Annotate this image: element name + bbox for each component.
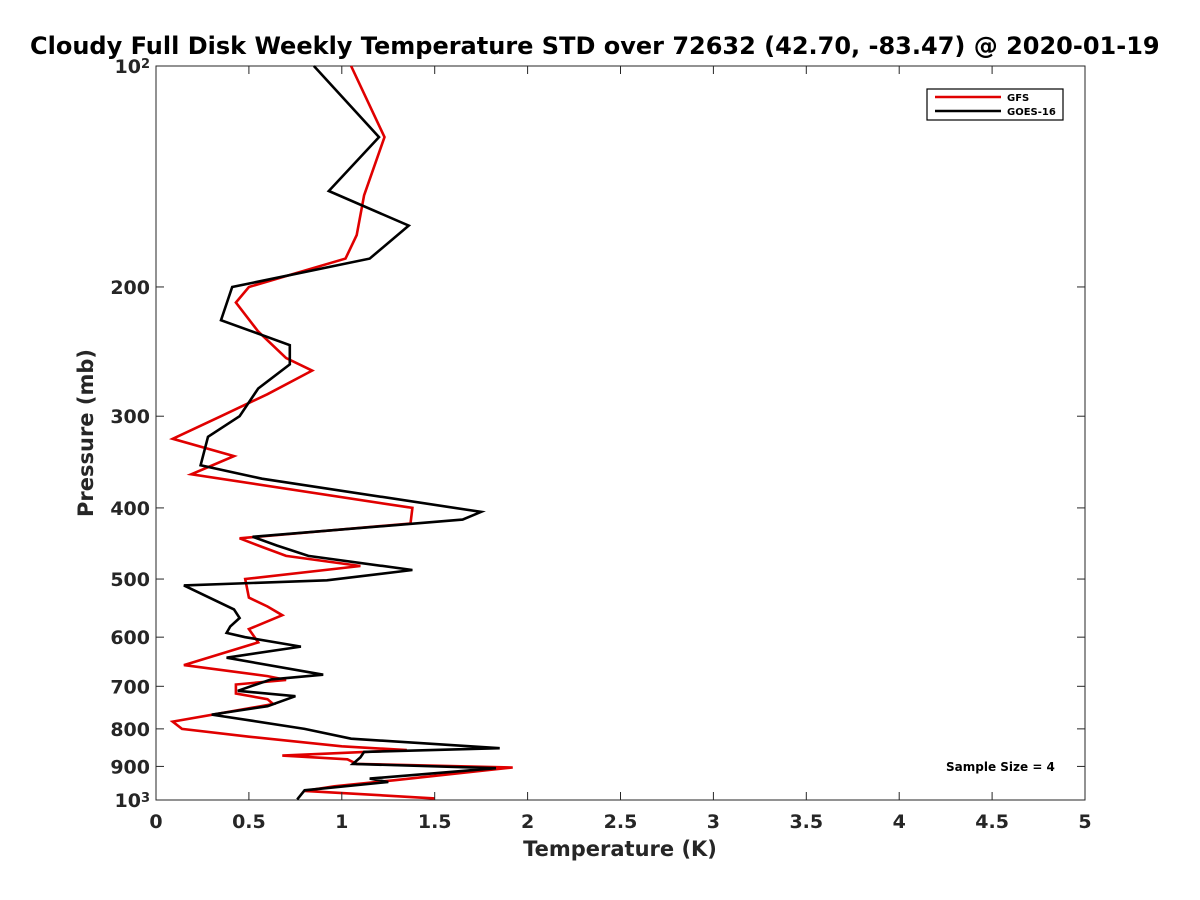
series-line-goes-16	[183, 65, 500, 801]
x-tick-label: 1.5	[418, 811, 452, 833]
series-layer	[168, 65, 513, 801]
x-tick-label: 0.5	[232, 811, 266, 833]
x-tick-label: 1	[335, 811, 348, 833]
y-tick-label: 700	[110, 676, 150, 698]
x-tick-label: 3.5	[789, 811, 823, 833]
series-line-gfs	[168, 65, 513, 800]
y-axis-label: Pressure (mb)	[74, 349, 98, 517]
y-tick-label: 300	[110, 406, 150, 428]
plot-frame	[155, 65, 1086, 801]
y-axis: 102 200 300 400 500 600 700 800 900 103	[110, 56, 1085, 812]
y-tick-label: 103	[115, 790, 151, 812]
y-tick-label: 500	[110, 569, 150, 591]
y-tick-label: 102	[115, 56, 151, 78]
y-tick-label: 400	[110, 498, 150, 520]
x-axis-label: Temperature (K)	[523, 837, 717, 861]
x-tick-label: 2.5	[604, 811, 638, 833]
x-tick-label: 3	[707, 811, 720, 833]
legend-label-gfs: GFS	[1007, 93, 1029, 104]
x-tick-label: 4	[893, 811, 906, 833]
sample-size-annotation: Sample Size = 4	[946, 760, 1055, 774]
x-axis: 0 0.5 1 1.5 2 2.5 3 3.5 4 4.5 5	[149, 66, 1092, 833]
x-tick-label: 0	[149, 811, 162, 833]
legend-box	[926, 88, 1064, 121]
y-tick-label: 900	[110, 756, 150, 778]
y-tick-label: 200	[110, 277, 150, 299]
x-tick-label: 5	[1078, 811, 1091, 833]
x-tick-label: 2	[521, 811, 534, 833]
chart-title: Cloudy Full Disk Weekly Temperature STD …	[30, 32, 1160, 60]
y-tick-label: 600	[110, 627, 150, 649]
plot-area: 0 0.5 1 1.5 2 2.5 3 3.5 4 4.5 5 102 200 300 400 500 600…	[110, 56, 1091, 833]
legend: GFS GOES-16	[926, 88, 1064, 121]
y-tick-label: 800	[110, 719, 150, 741]
x-tick-label: 4.5	[975, 811, 1009, 833]
legend-label-goes-16: GOES-16	[1007, 107, 1056, 118]
